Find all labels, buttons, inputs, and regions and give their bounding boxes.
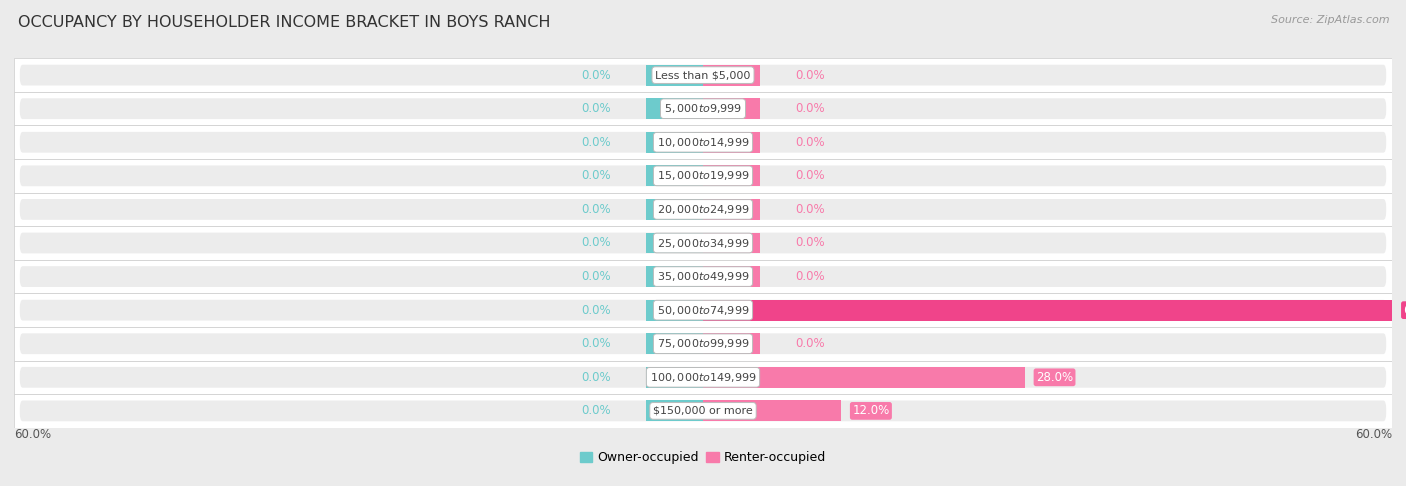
FancyBboxPatch shape: [20, 199, 1386, 220]
FancyBboxPatch shape: [14, 159, 1392, 192]
Text: 0.0%: 0.0%: [582, 136, 612, 149]
Bar: [645, 300, 703, 321]
Bar: [703, 400, 841, 421]
Text: $25,000 to $34,999: $25,000 to $34,999: [657, 237, 749, 249]
Text: 0.0%: 0.0%: [582, 169, 612, 182]
Text: 12.0%: 12.0%: [852, 404, 890, 417]
Text: $10,000 to $14,999: $10,000 to $14,999: [657, 136, 749, 149]
Bar: [645, 367, 703, 388]
Text: 0.0%: 0.0%: [582, 203, 612, 216]
FancyBboxPatch shape: [14, 125, 1392, 159]
FancyBboxPatch shape: [14, 361, 1392, 394]
Text: 0.0%: 0.0%: [582, 304, 612, 317]
Text: $75,000 to $99,999: $75,000 to $99,999: [657, 337, 749, 350]
FancyBboxPatch shape: [14, 192, 1392, 226]
Text: Less than $5,000: Less than $5,000: [655, 70, 751, 80]
Bar: [645, 98, 703, 119]
FancyBboxPatch shape: [14, 294, 1392, 327]
FancyBboxPatch shape: [20, 233, 1386, 253]
Legend: Owner-occupied, Renter-occupied: Owner-occupied, Renter-occupied: [575, 447, 831, 469]
Bar: [645, 199, 703, 220]
FancyBboxPatch shape: [14, 260, 1392, 294]
Bar: [703, 98, 761, 119]
FancyBboxPatch shape: [20, 98, 1386, 119]
Bar: [703, 333, 761, 354]
Text: $5,000 to $9,999: $5,000 to $9,999: [664, 102, 742, 115]
Text: $20,000 to $24,999: $20,000 to $24,999: [657, 203, 749, 216]
Bar: [645, 333, 703, 354]
Bar: [703, 199, 761, 220]
Bar: [703, 132, 761, 153]
FancyBboxPatch shape: [14, 327, 1392, 361]
Text: 0.0%: 0.0%: [582, 102, 612, 115]
FancyBboxPatch shape: [20, 400, 1386, 421]
FancyBboxPatch shape: [20, 367, 1386, 388]
Text: $35,000 to $49,999: $35,000 to $49,999: [657, 270, 749, 283]
Text: 0.0%: 0.0%: [794, 270, 824, 283]
Bar: [703, 165, 761, 186]
FancyBboxPatch shape: [20, 333, 1386, 354]
Text: $50,000 to $74,999: $50,000 to $74,999: [657, 304, 749, 317]
FancyBboxPatch shape: [14, 58, 1392, 92]
Bar: [645, 266, 703, 287]
FancyBboxPatch shape: [14, 226, 1392, 260]
Text: 60.0%: 60.0%: [1355, 428, 1392, 441]
Text: $100,000 to $149,999: $100,000 to $149,999: [650, 371, 756, 384]
Bar: [703, 65, 761, 86]
Text: 0.0%: 0.0%: [582, 337, 612, 350]
Text: 0.0%: 0.0%: [582, 404, 612, 417]
Text: 0.0%: 0.0%: [794, 136, 824, 149]
FancyBboxPatch shape: [20, 300, 1386, 321]
FancyBboxPatch shape: [20, 65, 1386, 86]
Bar: [645, 400, 703, 421]
Bar: [703, 233, 761, 253]
Bar: [703, 300, 1392, 321]
Text: 60.0%: 60.0%: [14, 428, 51, 441]
Text: 0.0%: 0.0%: [582, 237, 612, 249]
Text: OCCUPANCY BY HOUSEHOLDER INCOME BRACKET IN BOYS RANCH: OCCUPANCY BY HOUSEHOLDER INCOME BRACKET …: [18, 15, 551, 30]
Text: 0.0%: 0.0%: [794, 169, 824, 182]
FancyBboxPatch shape: [20, 165, 1386, 186]
Bar: [645, 132, 703, 153]
Text: Source: ZipAtlas.com: Source: ZipAtlas.com: [1271, 15, 1389, 25]
Text: 0.0%: 0.0%: [582, 270, 612, 283]
Text: 60.0%: 60.0%: [1403, 304, 1406, 317]
Text: 28.0%: 28.0%: [1036, 371, 1073, 384]
Text: $15,000 to $19,999: $15,000 to $19,999: [657, 169, 749, 182]
Text: 0.0%: 0.0%: [582, 69, 612, 82]
Text: 0.0%: 0.0%: [794, 337, 824, 350]
Text: 0.0%: 0.0%: [794, 102, 824, 115]
Bar: [645, 65, 703, 86]
Text: 0.0%: 0.0%: [794, 237, 824, 249]
FancyBboxPatch shape: [20, 132, 1386, 153]
Text: $150,000 or more: $150,000 or more: [654, 406, 752, 416]
FancyBboxPatch shape: [14, 92, 1392, 125]
FancyBboxPatch shape: [14, 394, 1392, 428]
Text: 0.0%: 0.0%: [582, 371, 612, 384]
Text: 0.0%: 0.0%: [794, 203, 824, 216]
Text: 0.0%: 0.0%: [794, 69, 824, 82]
Bar: [645, 233, 703, 253]
FancyBboxPatch shape: [20, 266, 1386, 287]
Bar: [645, 165, 703, 186]
Bar: [703, 266, 761, 287]
Bar: [703, 367, 1025, 388]
